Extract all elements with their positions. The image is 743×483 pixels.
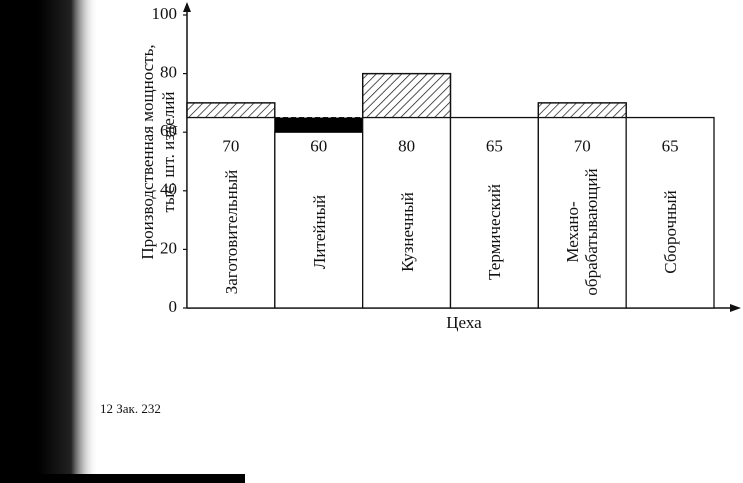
category-label: Заготовительный bbox=[221, 169, 241, 295]
y-axis-label: Производственная мощность, тыс. шт. изде… bbox=[138, 44, 178, 260]
x-axis-arrow bbox=[730, 304, 741, 312]
category-label: Кузнечный bbox=[397, 192, 417, 272]
scan-shadow bbox=[38, 0, 98, 483]
y-tick-label: 60 bbox=[160, 121, 177, 140]
y-tick-label: 40 bbox=[160, 180, 177, 199]
category-label: Механо- обрабатывающий bbox=[563, 168, 602, 296]
bar bbox=[449, 116, 539, 309]
y-tick-label: 0 bbox=[169, 297, 178, 316]
excess-hatch bbox=[537, 102, 627, 119]
y-tick-label: 20 bbox=[160, 238, 177, 257]
footer: 12 Зак. 232 bbox=[100, 401, 161, 416]
scan-edge bbox=[0, 0, 38, 483]
excess-hatch bbox=[362, 72, 452, 119]
excess-hatch bbox=[186, 102, 276, 119]
deficit-band bbox=[274, 117, 363, 133]
value-label: 80 bbox=[398, 136, 415, 155]
category-label: Термический bbox=[484, 184, 504, 280]
y-tick-label: 80 bbox=[160, 63, 177, 82]
category-label: Сборочный bbox=[660, 190, 680, 274]
category-label: Литейный bbox=[309, 194, 329, 270]
x-axis-label: Цеха bbox=[446, 313, 482, 332]
bar bbox=[625, 116, 715, 309]
value-label: 65 bbox=[662, 136, 679, 155]
y-axis-arrow bbox=[183, 2, 191, 12]
value-label: 70 bbox=[574, 136, 591, 155]
y-tick-label: 100 bbox=[152, 4, 178, 23]
value-label: 65 bbox=[486, 136, 503, 155]
value-label: 60 bbox=[310, 136, 327, 155]
value-label: 70 bbox=[222, 136, 239, 155]
scan-bottom-edge bbox=[0, 474, 245, 483]
